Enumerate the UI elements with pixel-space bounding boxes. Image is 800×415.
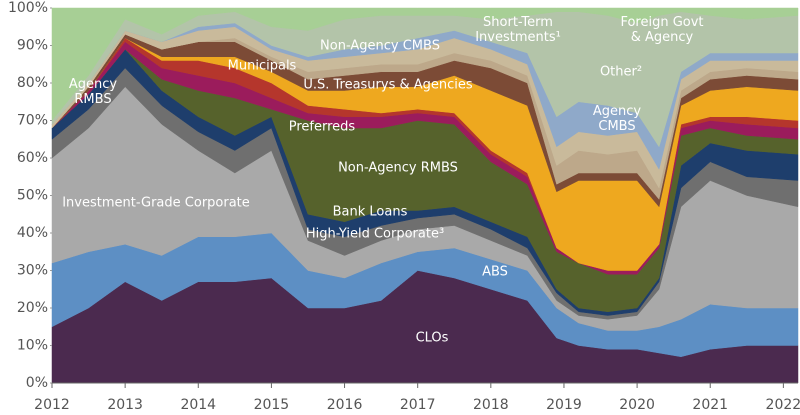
x-tick-label: 2014 — [180, 397, 216, 413]
y-tick-label: 10% — [17, 338, 48, 354]
series-label: ABS — [482, 265, 508, 280]
series-label: Non-Agency CMBS — [320, 39, 440, 54]
x-tick-label: 2013 — [107, 397, 143, 413]
y-tick-label: 20% — [17, 300, 48, 316]
y-tick-label: 80% — [17, 75, 48, 91]
x-tick-label: 2021 — [692, 397, 728, 413]
y-tick-label: 60% — [17, 150, 48, 166]
y-tick-label: 50% — [17, 188, 48, 204]
x-tick-label: 2020 — [619, 397, 655, 413]
y-tick-label: 90% — [17, 38, 48, 54]
x-tick-label: 2016 — [327, 397, 363, 413]
label-line: Foreign Govt — [620, 15, 703, 30]
label-line: RMBS — [74, 92, 111, 107]
label-line: Agency — [69, 77, 118, 92]
x-tick-label: 2018 — [473, 397, 509, 413]
label-line: & Agency — [631, 30, 694, 45]
series-label: Municipals — [228, 59, 297, 74]
label-line: Investments¹ — [475, 30, 561, 45]
label-line: CMBS — [598, 119, 635, 134]
series-label: Short-Term Investments¹ — [475, 15, 561, 45]
series-label: Agency RMBS — [69, 77, 118, 107]
label-line: Short-Term — [483, 15, 553, 30]
series-label: Foreign Govt & Agency — [620, 15, 703, 45]
x-tick-label: 2012 — [34, 397, 70, 413]
x-tick-label: 2015 — [254, 397, 290, 413]
y-tick-label: 100% — [8, 0, 48, 16]
series-label: Agency CMBS — [593, 104, 642, 134]
x-tick-label: 2022 — [766, 397, 800, 413]
label-line: Agency — [593, 104, 642, 119]
series-label: Investment-Grade Corporate — [62, 196, 250, 211]
series-label: CLOs — [416, 331, 449, 346]
series-label: Bank Loans — [333, 205, 408, 220]
y-tick-label: 0% — [26, 375, 48, 391]
series-label: Non-Agency RMBS — [338, 161, 458, 176]
y-tick-label: 40% — [17, 225, 48, 241]
y-tick-label: 30% — [17, 263, 48, 279]
series-label: High-Yield Corporate³ — [306, 227, 444, 242]
x-tick-label: 2017 — [400, 397, 436, 413]
series-label: U.S. Treasurys & Agencies — [303, 78, 473, 93]
series-label: Other² — [600, 65, 642, 80]
x-tick-label: 2019 — [546, 397, 582, 413]
series-label: Preferreds — [289, 120, 356, 135]
y-tick-label: 70% — [17, 113, 48, 129]
area — [51, 7, 799, 122]
